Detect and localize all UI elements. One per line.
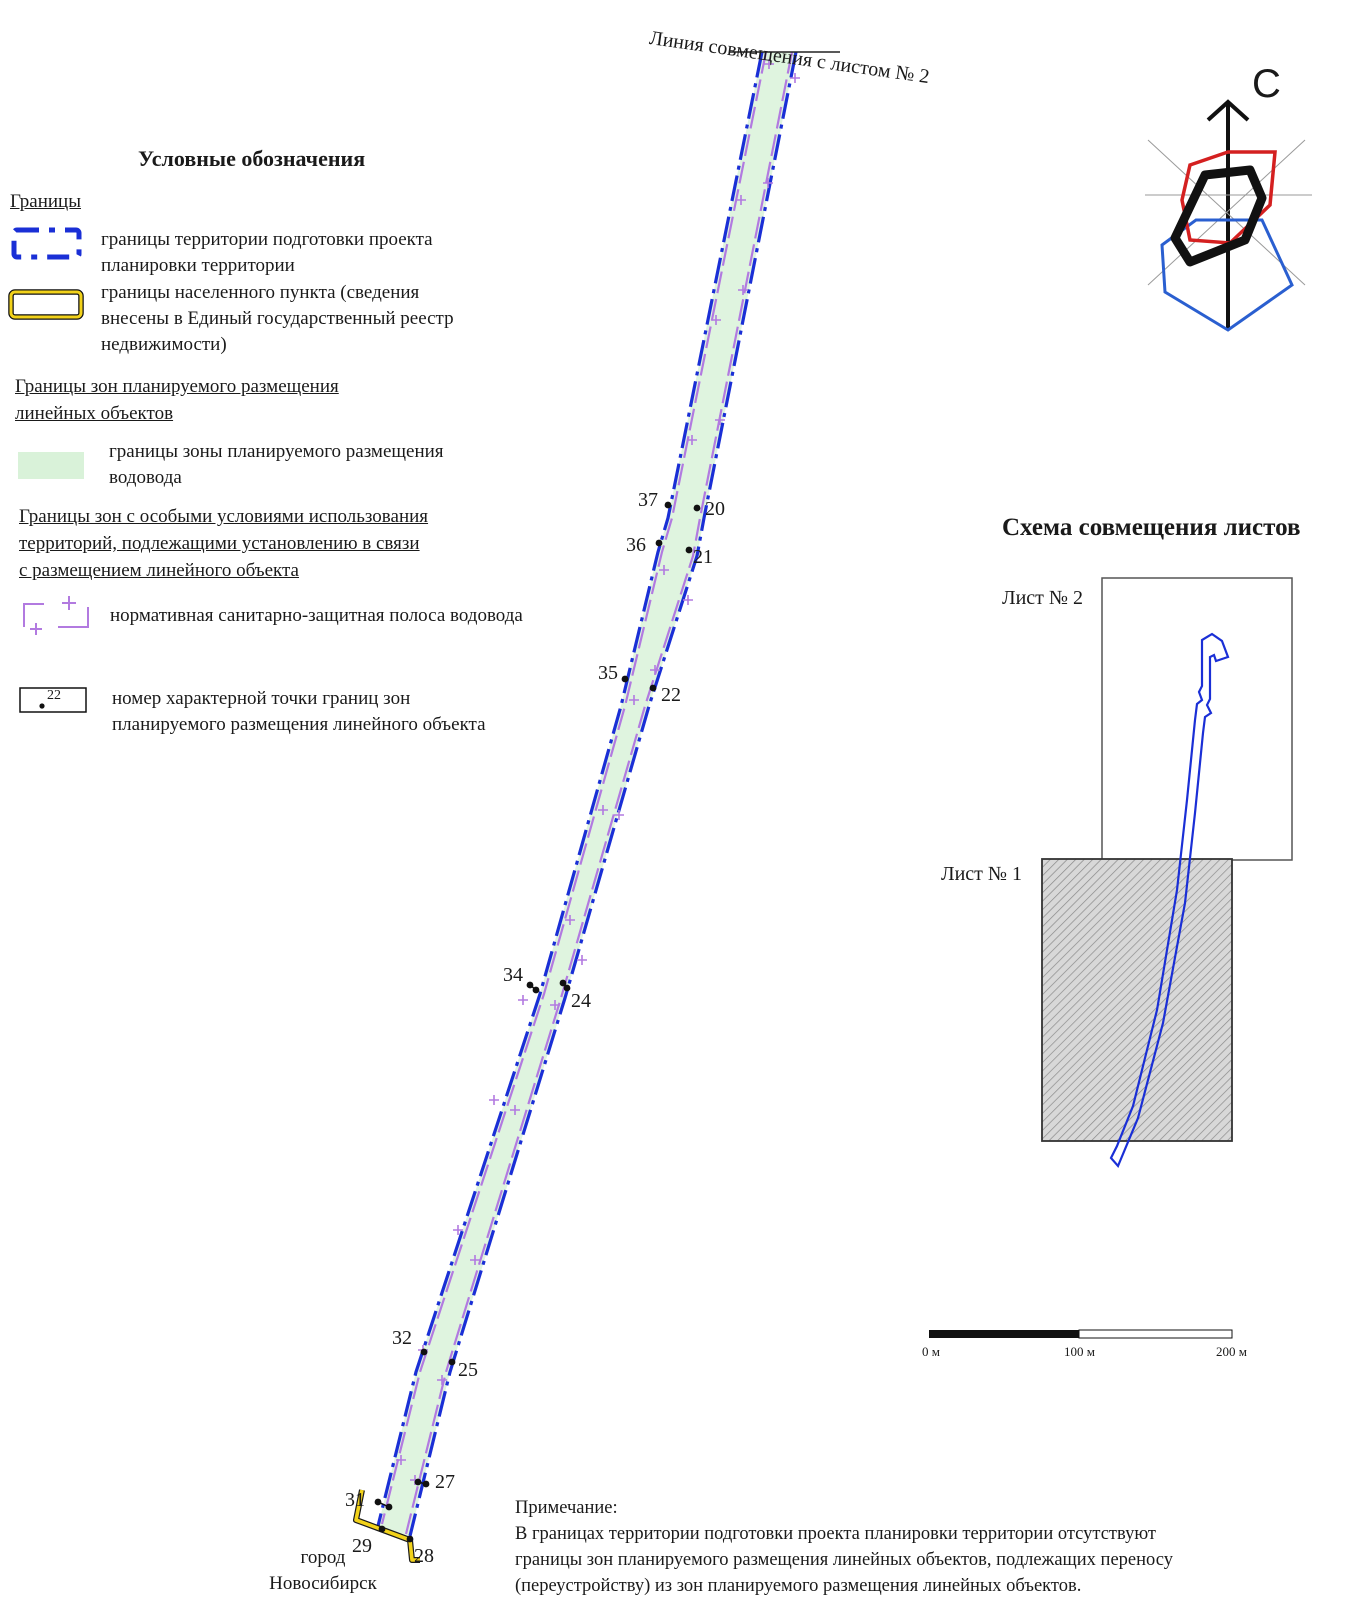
legend-water-zone-swatch bbox=[18, 452, 84, 479]
legend-point-text: номер характерной точки границ зон плани… bbox=[112, 688, 486, 735]
legend-section-boundaries: Границы bbox=[10, 191, 81, 212]
water-zone-area bbox=[378, 52, 796, 1536]
point-label-24: 24 bbox=[571, 990, 591, 1012]
note-line: границы зон планируемого размещения лине… bbox=[515, 1550, 1173, 1570]
scale-bar bbox=[929, 1329, 1233, 1339]
legend-territory-swatch bbox=[11, 227, 82, 260]
note-line: (переустройству) из зон планируемого раз… bbox=[515, 1576, 1082, 1596]
note-title: Примечание: bbox=[515, 1498, 618, 1518]
territory-boundary-right bbox=[408, 51, 798, 1537]
legend-section-zones: Границы зон планируемого размещения лине… bbox=[15, 376, 339, 424]
legend-point-sample-label: 22 bbox=[47, 688, 61, 703]
scale-tick-200: 200 м bbox=[1216, 1344, 1247, 1359]
legend-settlement-swatch bbox=[8, 289, 84, 320]
legend-water-zone-text: границы зоны планируемого размещения вод… bbox=[109, 441, 444, 488]
scheme-sheet-2-label: Лист № 2 bbox=[1002, 587, 1083, 609]
point-label-29: 29 bbox=[352, 1535, 372, 1557]
point-label-21: 21 bbox=[693, 546, 713, 568]
scheme-sheet-1-label: Лист № 1 bbox=[941, 863, 1022, 885]
point-label-28: 28 bbox=[414, 1545, 434, 1567]
scale-tick-0: 0 м bbox=[922, 1344, 940, 1359]
scheme-route-line bbox=[1109, 632, 1230, 1169]
territory-boundary-left bbox=[376, 51, 764, 1527]
scheme-sheet-2 bbox=[1101, 577, 1293, 861]
point-label-31: 31 bbox=[345, 1489, 365, 1511]
scheme-title: Схема совмещения листов bbox=[1002, 514, 1301, 541]
characteristic-points bbox=[374, 501, 701, 1543]
legend-section-special: Границы зон с особыми условиями использо… bbox=[19, 506, 429, 581]
compass-rose-icon bbox=[1145, 99, 1312, 332]
legend-sanitary-swatch bbox=[23, 596, 89, 635]
scheme-sheet-1 bbox=[1041, 858, 1233, 1142]
note-block: Примечание: В границах территории подгот… bbox=[515, 1495, 1173, 1599]
sanitary-cross-marks bbox=[396, 59, 800, 1485]
point-label-35: 35 bbox=[598, 662, 618, 684]
legend-territory-text: границы территории подготовки проекта пл… bbox=[101, 229, 433, 276]
note-line: В границах территории подготовки проекта… bbox=[515, 1524, 1157, 1544]
scale-tick-100: 100 м bbox=[1064, 1344, 1095, 1359]
point-label-27: 27 bbox=[435, 1471, 455, 1493]
north-label: С bbox=[1252, 62, 1281, 106]
point-label-34: 34 bbox=[503, 964, 523, 986]
legend-point-swatch bbox=[19, 687, 87, 713]
city-label: город Новосибирск bbox=[269, 1547, 377, 1594]
point-label-36: 36 bbox=[626, 534, 646, 556]
point-label-25: 25 bbox=[458, 1359, 478, 1381]
point-label-22: 22 bbox=[661, 684, 681, 706]
point-label-32: 32 bbox=[392, 1327, 412, 1349]
legend-sanitary-text: нормативная санитарно-защитная полоса во… bbox=[110, 605, 523, 626]
legend-settlement-text: границы населенного пункта (сведения вне… bbox=[101, 282, 454, 355]
legend-title: Условные обозначения bbox=[138, 146, 366, 171]
point-label-20: 20 bbox=[705, 498, 725, 520]
point-label-37: 37 bbox=[638, 489, 658, 511]
